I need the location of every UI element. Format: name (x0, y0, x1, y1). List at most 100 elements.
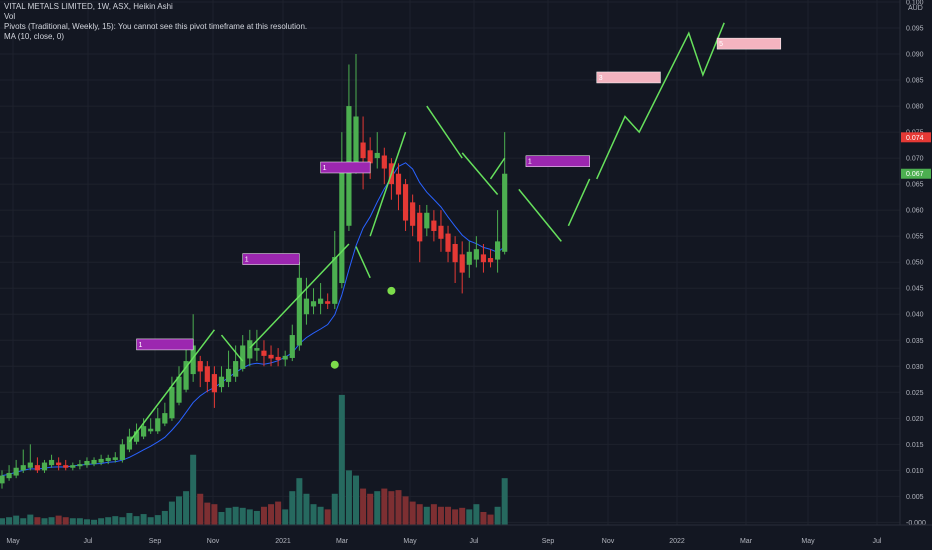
volume-bar (13, 515, 20, 525)
candle-body (155, 418, 161, 432)
y-tick-label: 0.055 (906, 234, 924, 241)
last-price-label: 0.074 (906, 135, 924, 142)
signal-marker (387, 286, 396, 295)
volume-bar (260, 506, 267, 525)
candle-body (325, 301, 331, 304)
signal-marker (330, 360, 339, 369)
volume-bar (395, 490, 402, 525)
trend-lines (128, 22, 725, 443)
candle-body (289, 335, 295, 358)
candle-body (190, 345, 196, 375)
trend-line (128, 329, 215, 443)
candle-body (487, 258, 494, 263)
volume-bar (487, 514, 494, 525)
pivot-box-label: 1 (245, 257, 249, 264)
projection-path (596, 22, 725, 180)
candle-body (169, 387, 175, 419)
candle-body (296, 277, 302, 346)
volume-bar (225, 507, 232, 525)
x-tick-label: 2021 (275, 538, 291, 545)
candle-body (13, 467, 19, 476)
candle-body (367, 150, 373, 164)
candle-body (27, 462, 33, 468)
candle-body (126, 436, 133, 450)
volume-bar (282, 509, 289, 525)
volume-bar (409, 501, 416, 525)
ma-label[interactable]: MA (10, close, 0) (4, 32, 65, 41)
candle-body (84, 460, 90, 466)
candle-body (6, 472, 12, 479)
y-tick-label: 0.010 (906, 468, 924, 475)
grid (0, 0, 900, 525)
y-tick-label: 0.070 (906, 156, 924, 163)
candle-body (225, 368, 232, 382)
volume-bar (27, 514, 34, 525)
candle-body (282, 355, 288, 360)
volume-bar (20, 518, 27, 525)
pivot-box (525, 155, 590, 167)
candle-body (41, 462, 48, 471)
volume-bar (55, 515, 62, 525)
candle-body (360, 142, 366, 159)
volume-bar (0, 518, 5, 525)
volume-bar (353, 475, 359, 525)
time-axis[interactable]: May Jul Sep Nov 2021 Mar May Jul Sep Nov 2022 Mar Ma… (0, 524, 932, 545)
markers (330, 286, 396, 369)
y-tick-label: 0.100 (906, 0, 924, 7)
volume-bar (416, 504, 423, 525)
volume-bar (253, 510, 260, 525)
candle-body (303, 298, 310, 315)
y-tick-label: 0.085 (906, 78, 924, 85)
volume-bar (459, 507, 466, 525)
volume-bar (360, 488, 367, 525)
candle-body (318, 298, 324, 304)
pivot-box-label: 5 (719, 41, 723, 48)
volume-bar (105, 517, 112, 525)
x-tick-label: Jul (873, 538, 882, 545)
candle-body (240, 345, 246, 369)
volume-bar (239, 507, 246, 525)
x-tick-label: May (801, 538, 815, 545)
volume-bars (0, 394, 508, 525)
candle-body (310, 301, 317, 307)
volume-bar (133, 516, 140, 525)
price-tags: 0.074 0.067 (901, 132, 931, 179)
candle-body (183, 361, 189, 390)
volume-bar (168, 501, 175, 525)
candle-body (353, 116, 359, 169)
y-tick-label: 0.045 (906, 286, 924, 293)
candle-body (459, 254, 465, 273)
x-tick-label: Sep (149, 538, 162, 545)
volume-bar (176, 496, 182, 525)
volume-bar (303, 493, 310, 525)
volume-bar (91, 519, 98, 525)
candle-body (332, 256, 338, 304)
volume-bar (140, 514, 147, 525)
volume-bar (204, 502, 211, 525)
candle-body (402, 184, 409, 221)
volume-label[interactable]: Vol (4, 12, 16, 21)
candle-body (233, 361, 239, 377)
candle-body (204, 366, 210, 382)
y-tick-label: 0.095 (906, 26, 924, 33)
chart-title[interactable]: VITAL METALS LIMITED, 1W, ASX, Heikin As… (4, 2, 173, 11)
volume-bar (112, 516, 119, 525)
trend-line (220, 334, 244, 362)
candle-body (268, 354, 274, 359)
pivots-label[interactable]: Pivots (Traditional, Weekly, 15): You ca… (4, 22, 308, 31)
chart-legend: VITAL METALS LIMITED, 1W, ASX, Heikin As… (4, 2, 307, 42)
y-tick-label: 0.040 (906, 312, 924, 319)
volume-bar (480, 511, 487, 525)
candle-body (20, 465, 26, 471)
candle-body (197, 361, 203, 372)
volume-bar (246, 509, 253, 525)
volume-bar (345, 470, 352, 525)
candle-body (410, 202, 416, 226)
volume-bar (69, 518, 76, 525)
volume-bar (381, 488, 388, 525)
volume-bar (268, 504, 275, 525)
volume-bar (83, 519, 90, 525)
pivot-box-label: 3 (599, 75, 603, 82)
